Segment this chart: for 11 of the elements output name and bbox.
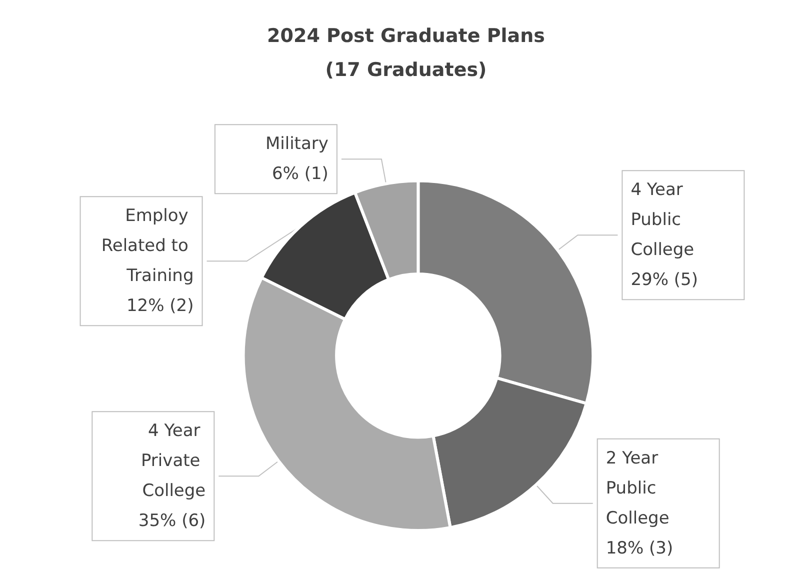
data-label: 18% (3): [606, 538, 674, 558]
data-label: 6% (1): [272, 164, 328, 184]
slice-label: Employ Related to Training: [101, 206, 194, 286]
slice-label: 4 Year Public College: [630, 180, 694, 260]
chart-title: 2024 Post Graduate Plans (17 Graduates): [267, 25, 545, 81]
slice-label: Military: [265, 134, 328, 154]
data-label: 29% (5): [630, 270, 698, 290]
data-label: 35% (6): [138, 511, 206, 532]
data-label: 12% (2): [126, 296, 194, 316]
slice-label: 4 Year Private College: [140, 421, 206, 502]
slice-label: 2 Year Public College: [606, 448, 670, 528]
